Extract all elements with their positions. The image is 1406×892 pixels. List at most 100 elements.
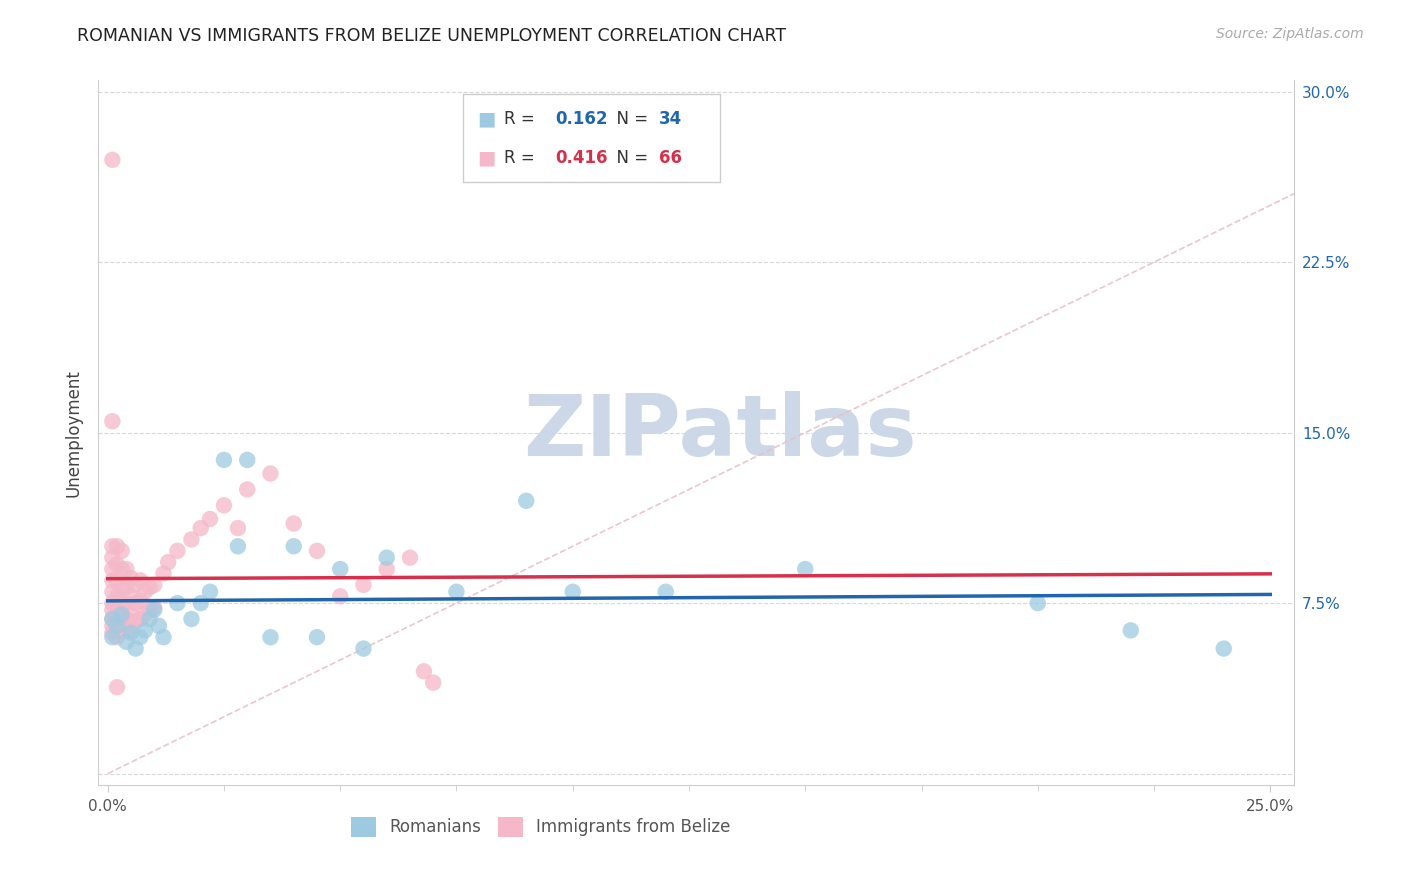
Point [105,539,128,553]
Text: 34: 34 [659,110,682,128]
Point [446,584,468,599]
Point [124,641,146,656]
Point [111,580,134,594]
Point [105,624,128,638]
Point [143,603,166,617]
Point [111,619,134,633]
Point [115,596,138,610]
Point [105,558,128,572]
Point [101,414,124,428]
Point [399,550,422,565]
Text: ■: ■ [477,110,496,128]
Point [1026,596,1049,610]
Point [143,600,166,615]
Text: N =: N = [606,149,654,167]
Text: R =: R = [503,149,540,167]
Point [111,607,134,622]
Point [101,596,124,610]
Point [115,580,138,594]
Point [105,603,128,617]
Point [283,516,305,531]
Point [515,493,537,508]
Point [111,544,134,558]
Point [101,539,124,553]
Point [134,624,156,638]
Point [166,596,188,610]
Text: N =: N = [606,110,654,128]
Point [101,584,124,599]
Point [152,630,174,644]
Point [105,680,128,694]
Y-axis label: Unemployment: Unemployment [65,368,83,497]
Point [305,630,328,644]
Point [375,562,398,576]
Point [115,612,138,626]
Point [134,607,156,622]
Text: ROMANIAN VS IMMIGRANTS FROM BELIZE UNEMPLOYMENT CORRELATION CHART: ROMANIAN VS IMMIGRANTS FROM BELIZE UNEMP… [77,27,786,45]
Point [226,521,249,535]
Text: ZIPatlas: ZIPatlas [523,391,917,475]
Point [134,584,156,599]
Point [101,562,124,576]
Point [105,574,128,588]
Point [143,578,166,592]
Point [157,555,180,569]
Point [190,521,212,535]
Point [152,566,174,581]
Point [283,539,305,553]
Point [198,584,221,599]
Point [120,571,142,585]
Point [236,453,259,467]
Point [120,625,142,640]
Point [105,589,128,603]
Point [353,578,375,592]
Point [120,607,142,622]
Point [105,615,128,629]
Point [105,630,128,644]
Point [353,641,375,656]
Point [111,607,134,622]
Point [138,603,160,617]
Point [212,453,235,467]
Point [101,550,124,565]
Point [111,562,134,576]
Text: Source: ZipAtlas.com: Source: ZipAtlas.com [1216,27,1364,41]
Text: 0.416: 0.416 [555,149,607,167]
Point [212,499,235,513]
Point [561,584,583,599]
Point [329,589,352,603]
Point [129,574,152,588]
Point [111,596,134,610]
Point [198,512,221,526]
Point [101,574,124,588]
Point [138,612,160,626]
Point [124,578,146,592]
Text: ■: ■ [477,148,496,168]
Point [101,630,124,644]
Point [115,634,138,648]
Point [259,630,281,644]
Point [124,615,146,629]
Point [115,562,138,576]
Point [129,612,152,626]
Point [655,584,678,599]
Point [1119,624,1142,638]
Point [101,612,124,626]
Point [105,619,128,633]
Point [101,625,124,640]
Point [115,624,138,638]
Point [375,550,398,565]
Point [120,589,142,603]
Point [101,612,124,626]
Text: 0.162: 0.162 [555,110,607,128]
Text: R =: R = [503,110,540,128]
Point [101,619,124,633]
Text: 66: 66 [659,149,682,167]
Point [124,596,146,610]
Point [129,630,152,644]
Point [259,467,281,481]
Point [329,562,352,576]
Point [190,596,212,610]
Point [101,153,124,167]
Point [413,665,436,679]
